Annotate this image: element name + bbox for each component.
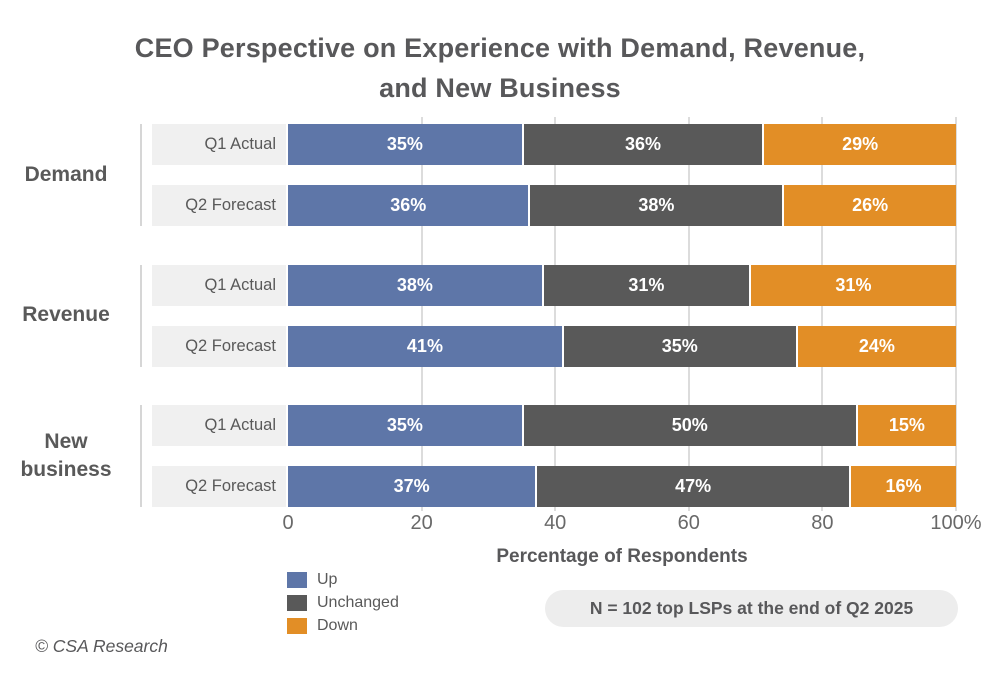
bar-segment-value: 38%	[638, 195, 675, 215]
group-divider	[140, 124, 142, 226]
legend-item-unchanged: Unchanged	[287, 591, 399, 614]
bar-segment-value: 35%	[386, 415, 423, 435]
row-label-q2-forecast: Q2 Forecast	[152, 466, 286, 507]
bar-segment-value: 36%	[390, 195, 427, 215]
x-tick-20: 20	[410, 512, 433, 534]
group-label-revenue: Revenue	[22, 303, 110, 327]
x-axis-label: Percentage of Respondents	[496, 546, 748, 567]
bar-segment-value: 31%	[628, 274, 665, 295]
bar-segment-down: 15%	[855, 405, 956, 446]
bar-revenue-q2-forecast: 41% 35% 24%	[288, 325, 956, 367]
bar-segment-value: 35%	[386, 134, 423, 154]
copyright-credit: © CSA Research	[35, 636, 168, 656]
sample-size-note: N = 102 top LSPs at the end of Q2 2025	[545, 590, 958, 627]
x-tick-0: 0	[282, 512, 294, 534]
legend-label: Up	[317, 570, 338, 588]
x-tick-40: 40	[544, 512, 567, 534]
bar-segment-down: 26%	[782, 185, 956, 226]
row-label-q2-forecast: Q2 Forecast	[152, 325, 286, 367]
bar-segment-up: 35%	[288, 124, 522, 165]
bar-new-business-q2-forecast: 37% 47% 16%	[288, 466, 956, 507]
bar-segment-value: 41%	[406, 335, 443, 356]
x-tick-60: 60	[677, 512, 700, 534]
row-label-q1-actual: Q1 Actual	[152, 124, 286, 165]
bar-new-business-q1-actual: 35% 50% 15%	[288, 405, 956, 446]
bar-segment-up: 37%	[288, 466, 536, 507]
row-label-q1-actual: Q1 Actual	[152, 264, 286, 306]
bar-segment-value: 47%	[675, 476, 712, 496]
bar-segment-value: 15%	[888, 415, 925, 435]
bar-revenue-q1-actual: 38% 31% 31%	[288, 264, 956, 306]
bar-segment-up: 36%	[288, 185, 529, 226]
row-label-q2-forecast: Q2 Forecast	[152, 185, 286, 226]
gridline-40	[554, 117, 557, 511]
bar-segment-value: 16%	[885, 476, 922, 496]
legend-swatch-up	[287, 571, 307, 588]
bar-segment-unchanged: 36%	[521, 124, 763, 165]
bar-segment-value: 35%	[661, 335, 698, 356]
bar-segment-up: 35%	[288, 405, 522, 446]
chart-title: CEO Perspective on Experience with Deman…	[134, 33, 866, 103]
bar-segment-up: 38%	[288, 264, 542, 306]
bar-segment-down: 16%	[849, 466, 956, 507]
legend-label: Down	[317, 616, 358, 634]
bar-segment-unchanged: 35%	[561, 325, 796, 367]
group-divider	[140, 405, 142, 507]
bar-segment-down: 29%	[762, 124, 956, 165]
bar-segment-down: 24%	[795, 325, 956, 367]
gridline-100	[955, 117, 957, 511]
bar-segment-value: 50%	[671, 415, 708, 435]
bar-segment-down: 31%	[748, 264, 956, 306]
bar-segment-unchanged: 50%	[521, 405, 856, 446]
bar-segment-value: 26%	[852, 195, 889, 215]
gridline-80	[821, 117, 824, 511]
bar-demand-q1-actual: 35% 36% 29%	[288, 124, 956, 165]
legend-item-up: Up	[287, 568, 399, 591]
bar-demand-q2-forecast: 36% 38% 26%	[288, 185, 956, 226]
x-tick-80: 80	[811, 512, 834, 534]
bar-segment-value: 24%	[858, 335, 895, 356]
group-label-demand: Demand	[24, 162, 108, 186]
bar-segment-unchanged: 47%	[535, 466, 850, 507]
bar-segment-value: 37%	[393, 476, 430, 496]
bar-segment-value: 38%	[396, 274, 433, 295]
gridline-60	[687, 117, 690, 511]
legend-item-down: Down	[287, 614, 399, 637]
legend-swatch-unchanged	[287, 594, 307, 611]
x-tick-100: 100%	[930, 512, 982, 534]
bar-segment-unchanged: 38%	[528, 185, 783, 226]
row-label-q1-actual: Q1 Actual	[152, 405, 286, 446]
legend-swatch-down	[287, 617, 307, 634]
bar-segment-value: 31%	[835, 274, 872, 295]
bar-segment-value: 36%	[625, 134, 662, 154]
bar-segment-up: 41%	[288, 325, 562, 367]
legend-label: Unchanged	[317, 593, 399, 611]
group-divider	[140, 264, 142, 367]
bar-segment-value: 29%	[842, 134, 879, 154]
group-label-new-business: New business	[20, 429, 112, 481]
chart-legend: Up Unchanged Down	[287, 568, 399, 637]
gridline-20	[420, 117, 423, 511]
bar-segment-unchanged: 31%	[541, 264, 749, 306]
